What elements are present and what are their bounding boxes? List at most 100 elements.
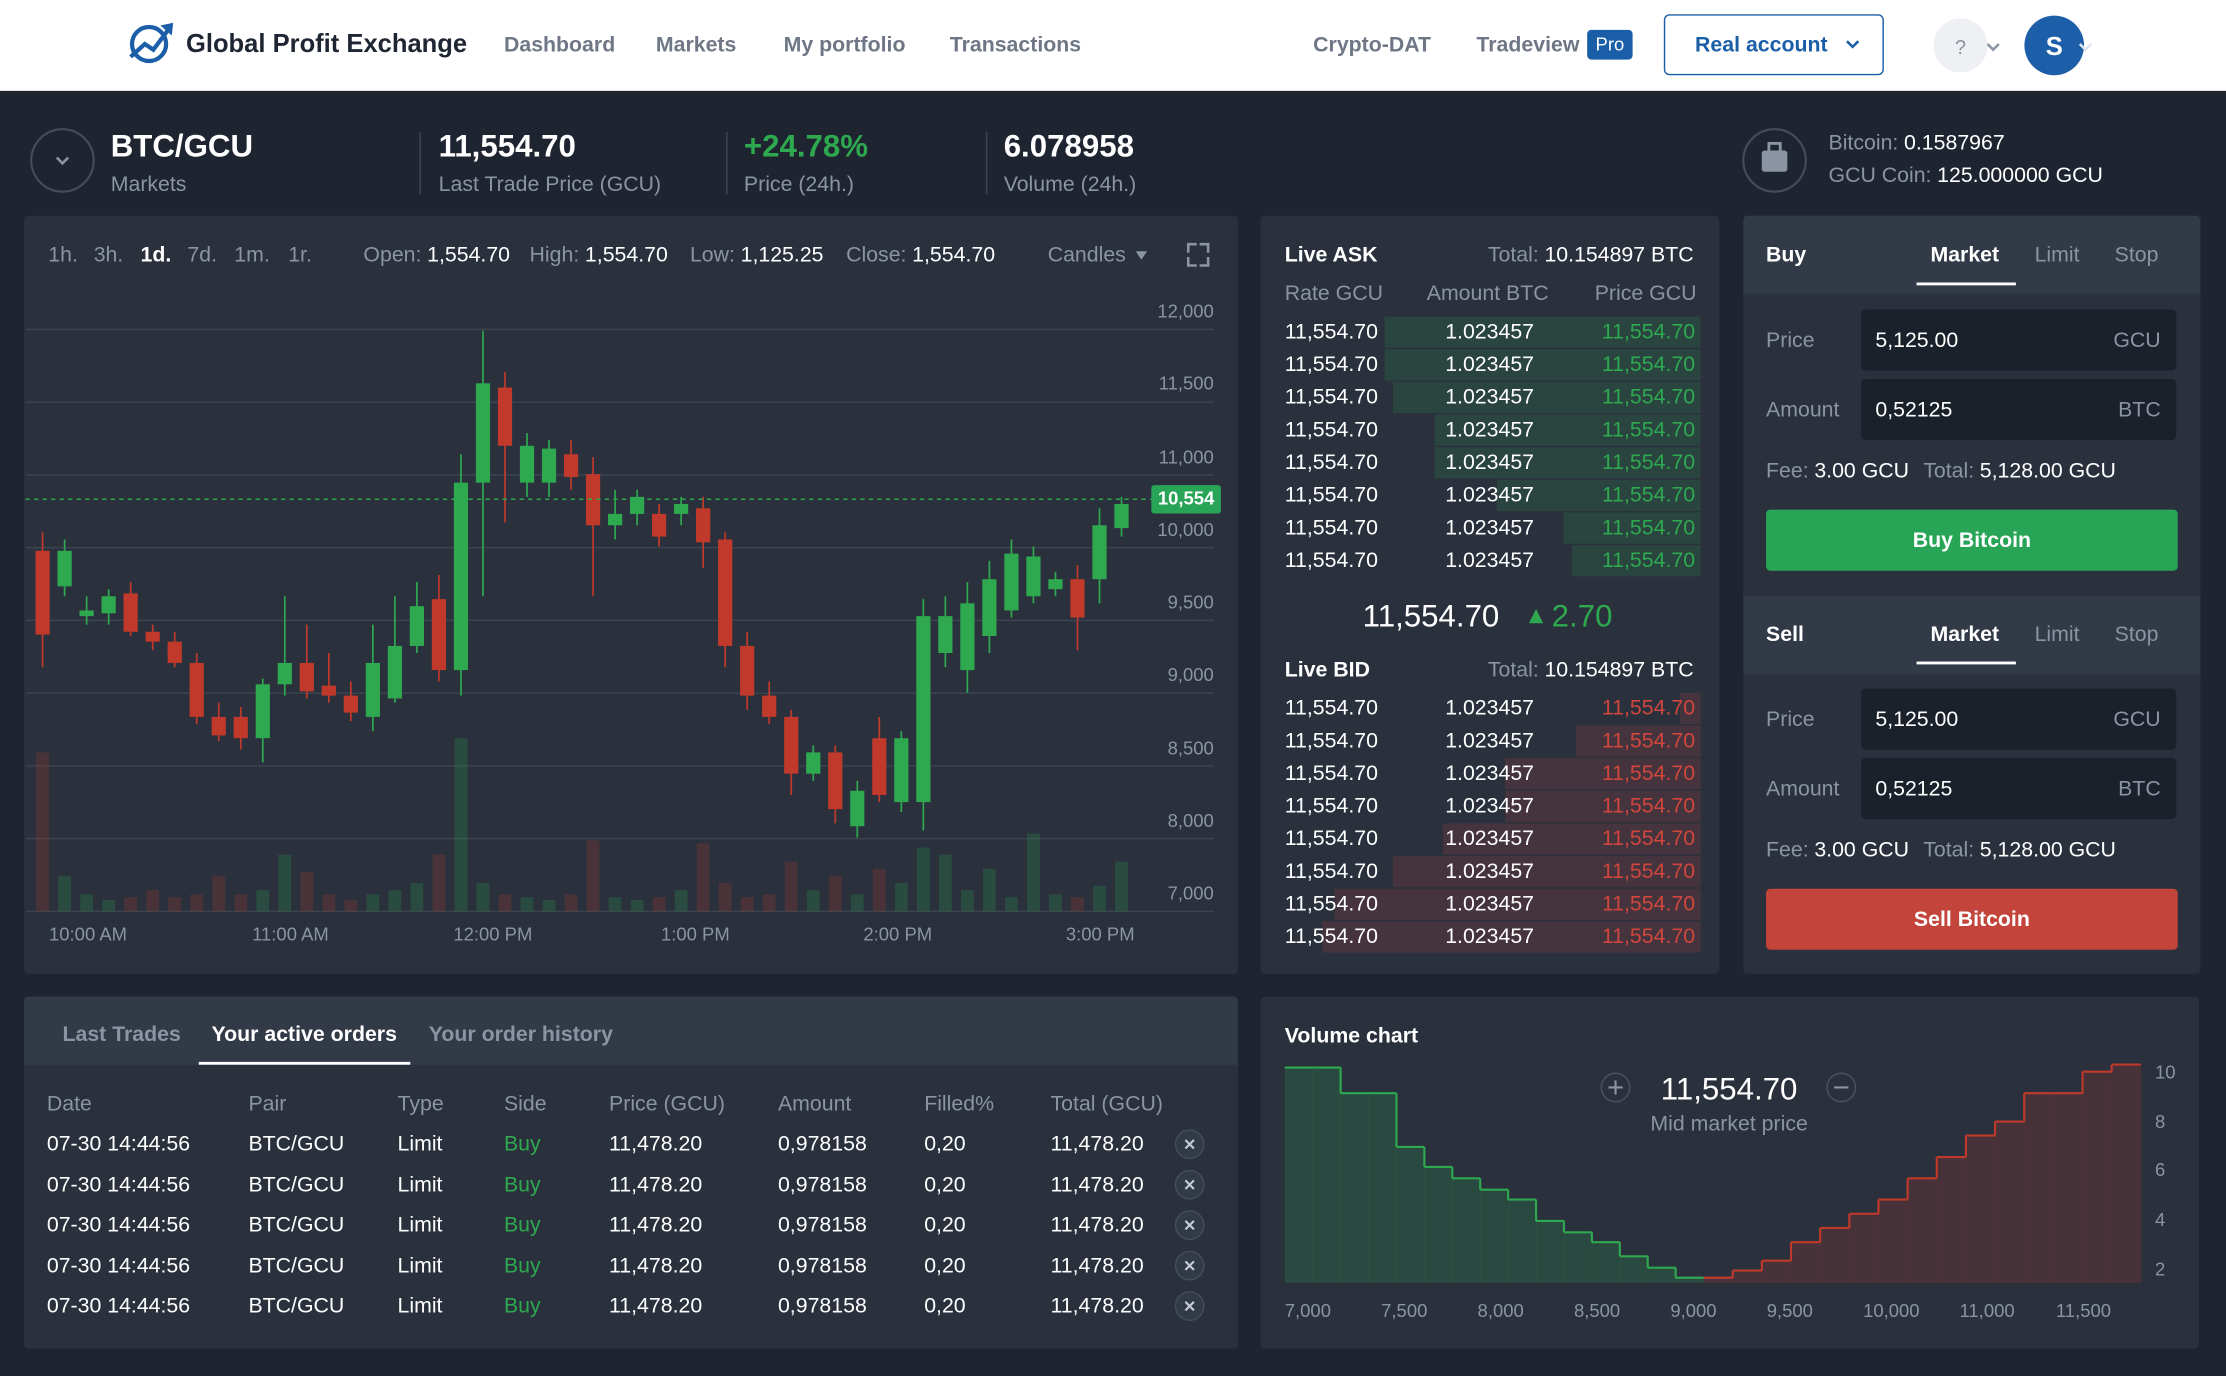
stat-value: 11,554.70 <box>438 128 576 164</box>
volume-bar <box>300 871 314 912</box>
book-amount: 1.023457 <box>1445 352 1535 377</box>
candle-body <box>35 550 50 635</box>
order-type-tab[interactable]: Limit <box>2034 622 2080 647</box>
zoom-in[interactable] <box>1600 1072 1631 1103</box>
candle-body <box>652 513 667 537</box>
wallet-icon <box>1742 128 1807 193</box>
book-price: 11,554.70 <box>1601 859 1696 884</box>
volume-bar <box>146 890 160 912</box>
depth-y-label: 2 <box>2155 1258 2166 1280</box>
timeframe[interactable]: 1d. <box>140 243 172 268</box>
volume-bar <box>344 900 358 912</box>
volume-bar <box>1093 885 1106 912</box>
help-button[interactable] <box>1933 18 1988 73</box>
time-label: 10:00 AM <box>49 923 128 945</box>
chart-type[interactable]: Candles <box>1047 243 1126 268</box>
time-label: 12:00 PM <box>453 923 533 945</box>
orders-cell: 11,478.20 <box>609 1253 703 1278</box>
total-label: Total: <box>1923 459 1975 484</box>
nav-link[interactable]: My portfolio <box>783 33 906 58</box>
depth-y-label: 6 <box>2155 1159 2166 1182</box>
candle-body <box>960 603 975 671</box>
orders-tab[interactable]: Your order history <box>428 1022 613 1047</box>
trade-header <box>1743 215 2201 294</box>
timeframe[interactable]: 1h. <box>48 243 78 268</box>
field-input[interactable] <box>1861 379 2177 441</box>
cancel-x <box>1184 1301 1195 1312</box>
trade-button[interactable] <box>1766 509 2178 571</box>
volume-bar <box>630 900 644 912</box>
timeframe[interactable]: 1m. <box>234 243 270 268</box>
depth-x-label: 9,500 <box>1766 1299 1813 1322</box>
wallet-value: 125.000000 GCU <box>1937 163 2103 188</box>
orders-cell: Buy <box>503 1212 541 1238</box>
trade-fee: Fee: 3.00 GCU Total: 5,128.00 GCU <box>1766 459 2116 483</box>
order-type-tab[interactable]: Market <box>1930 243 2000 268</box>
volume-bar <box>983 868 996 912</box>
book-amount: 1.023457 <box>1445 450 1535 475</box>
candle-body <box>585 474 601 526</box>
avatar[interactable] <box>2024 15 2085 76</box>
zoom-out[interactable] <box>1826 1072 1857 1103</box>
book-rate: 11,554.70 <box>1284 483 1378 508</box>
depth-title: Volume chart <box>1284 1024 1419 1049</box>
stat-label: Price (24h.) <box>743 172 854 197</box>
nav-link[interactable]: Crypto-DAT <box>1313 33 1432 58</box>
last-price-label: 10,554 <box>1157 487 1215 509</box>
candle-body <box>409 606 425 646</box>
time-label: 11:00 AM <box>252 923 329 945</box>
nav-link[interactable]: Dashboard <box>503 33 616 58</box>
timeframe[interactable]: 1r. <box>288 243 312 268</box>
depth-x-label: 9,000 <box>1670 1299 1717 1322</box>
time-label: 2:00 PM <box>863 923 933 945</box>
nav-link[interactable]: Tradeview <box>1476 33 1580 58</box>
candle-body <box>365 662 380 717</box>
candle-body <box>784 716 799 774</box>
order-type-tab[interactable]: Stop <box>2114 243 2159 268</box>
fullscreen-button[interactable] <box>1186 242 1210 267</box>
book-price: 11,554.70 <box>1601 450 1696 475</box>
depth-bar <box>1505 790 1701 822</box>
order-type-tab[interactable]: Limit <box>2034 243 2080 268</box>
orders-cell: 11,478.20 <box>609 1172 703 1197</box>
ohlc-stat: Low: 1,125.25 <box>690 243 824 267</box>
orders-tab[interactable]: Last Trades <box>62 1022 181 1047</box>
orders-cell: 0,20 <box>924 1212 966 1238</box>
field-input[interactable] <box>1861 309 2177 371</box>
candle-body <box>630 496 645 514</box>
timeframe[interactable]: 7d. <box>187 243 218 268</box>
book-amount: 1.023457 <box>1445 515 1535 540</box>
candle-body <box>519 445 535 483</box>
orders-tab[interactable]: Your active orders <box>211 1022 397 1047</box>
depth-y-label: 8 <box>2155 1110 2166 1132</box>
book-price: 11,554.70 <box>1601 319 1696 345</box>
field-value: 0,52125 <box>1875 777 1953 802</box>
candle-body <box>828 752 843 810</box>
nav-link[interactable]: Markets <box>655 33 737 58</box>
order-type-tab[interactable]: Stop <box>2114 622 2159 647</box>
candle-body <box>762 695 777 717</box>
ohlc-value: 1,554.70 <box>912 243 996 268</box>
mid-price: 11,554.70 <box>1362 598 1500 634</box>
field-input[interactable] <box>1861 688 2177 750</box>
markets-toggle[interactable] <box>30 128 95 193</box>
account-button[interactable] <box>1663 14 1884 76</box>
wallet-label: GCU Coin: <box>1828 163 1932 188</box>
timeframe[interactable]: 3h. <box>93 243 124 268</box>
candle-body <box>1070 579 1085 618</box>
field-input[interactable] <box>1861 758 2177 820</box>
orders-cell: Limit <box>397 1253 443 1278</box>
pro-badge-text: Pro <box>1595 33 1625 55</box>
volume-bar <box>322 894 336 912</box>
candle-body <box>255 684 270 739</box>
candle-body <box>101 596 116 614</box>
total-value: 5,128.00 GCU <box>1979 459 2116 484</box>
book-rate: 11,554.70 <box>1284 761 1378 786</box>
trade-button[interactable] <box>1766 888 2178 950</box>
wallet-value: 0.1587967 <box>1904 131 2005 156</box>
nav-link[interactable]: Transactions <box>949 33 1082 58</box>
order-type-tab[interactable]: Market <box>1930 622 2000 647</box>
field-unit: GCU <box>2113 707 2161 732</box>
volume-bar <box>674 890 688 912</box>
depth-area <box>1508 1199 1537 1283</box>
